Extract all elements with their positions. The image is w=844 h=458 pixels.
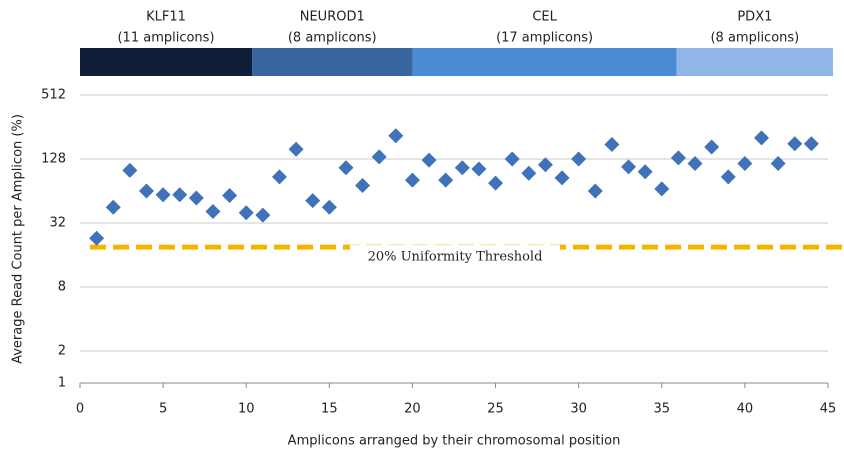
data-point	[687, 156, 703, 172]
data-point	[238, 205, 254, 221]
x-tick-label: 45	[820, 402, 837, 417]
data-point	[737, 156, 753, 172]
region-label: PDX1	[737, 10, 772, 25]
threshold-label-bg	[350, 245, 560, 268]
data-point	[122, 162, 138, 178]
data-point	[604, 137, 620, 153]
data-point	[803, 136, 819, 152]
data-point	[720, 169, 736, 185]
data-point	[305, 193, 321, 209]
y-tick-label: 32	[49, 216, 66, 231]
region-sublabel: (17 amplicons)	[496, 31, 593, 46]
data-point	[787, 136, 803, 152]
data-point	[537, 157, 553, 173]
data-point	[388, 128, 404, 144]
region-bar	[676, 48, 833, 76]
data-point	[222, 188, 238, 204]
data-point	[371, 149, 387, 165]
data-point	[488, 175, 504, 191]
data-point	[637, 164, 653, 180]
x-tick-label: 35	[654, 402, 671, 417]
data-point	[338, 160, 354, 176]
data-point	[654, 181, 670, 197]
region-sublabel: (8 amplicons)	[288, 31, 377, 46]
y-tick-label: 2	[58, 344, 66, 359]
data-point	[504, 151, 520, 167]
data-point	[704, 139, 720, 155]
data-point	[404, 172, 420, 188]
data-point	[421, 152, 437, 168]
x-tick-label: 15	[321, 402, 338, 417]
data-point	[471, 161, 487, 177]
data-point	[521, 165, 537, 181]
data-point	[454, 160, 470, 176]
data-point	[571, 151, 587, 167]
data-point	[321, 199, 337, 215]
x-tick-label: 0	[76, 402, 84, 417]
data-point	[255, 207, 271, 223]
region-label: KLF11	[146, 10, 186, 25]
y-axis-label: Average Read Count per Amplicon (%)	[11, 114, 26, 364]
x-tick-label: 25	[487, 402, 504, 417]
data-point	[172, 187, 188, 203]
region-label: CEL	[532, 10, 557, 25]
data-point	[188, 190, 204, 206]
y-tick-label: 128	[41, 152, 66, 167]
data-point	[587, 183, 603, 199]
region-bar	[80, 48, 253, 76]
region-bar	[412, 48, 677, 76]
data-point	[770, 156, 786, 172]
data-point	[438, 172, 454, 188]
y-tick-label: 512	[41, 88, 66, 103]
region-sublabel: (8 amplicons)	[710, 31, 799, 46]
data-point	[89, 230, 105, 246]
x-tick-label: 10	[238, 402, 255, 417]
region-sublabel: (11 amplicons)	[117, 31, 214, 46]
data-point	[271, 169, 287, 185]
data-point	[105, 199, 121, 215]
y-tick-label: 1	[58, 376, 66, 391]
data-point	[288, 141, 304, 157]
data-point	[355, 178, 371, 194]
threshold-label: 20% Uniformity Threshold	[368, 250, 543, 265]
data-point	[155, 187, 171, 203]
data-point	[554, 170, 570, 186]
region-label: NEUROD1	[300, 10, 365, 25]
x-axis-label: Amplicons arranged by their chromosomal …	[288, 434, 621, 449]
x-tick-label: 40	[737, 402, 754, 417]
x-tick-label: 5	[159, 402, 167, 417]
x-tick-label: 30	[570, 402, 587, 417]
x-tick-label: 20	[404, 402, 421, 417]
data-point	[754, 130, 770, 146]
y-tick-label: 8	[58, 280, 66, 295]
data-point	[138, 183, 154, 199]
data-point	[621, 159, 637, 175]
region-bar	[252, 48, 413, 76]
data-point	[205, 204, 221, 220]
data-point	[670, 150, 686, 166]
